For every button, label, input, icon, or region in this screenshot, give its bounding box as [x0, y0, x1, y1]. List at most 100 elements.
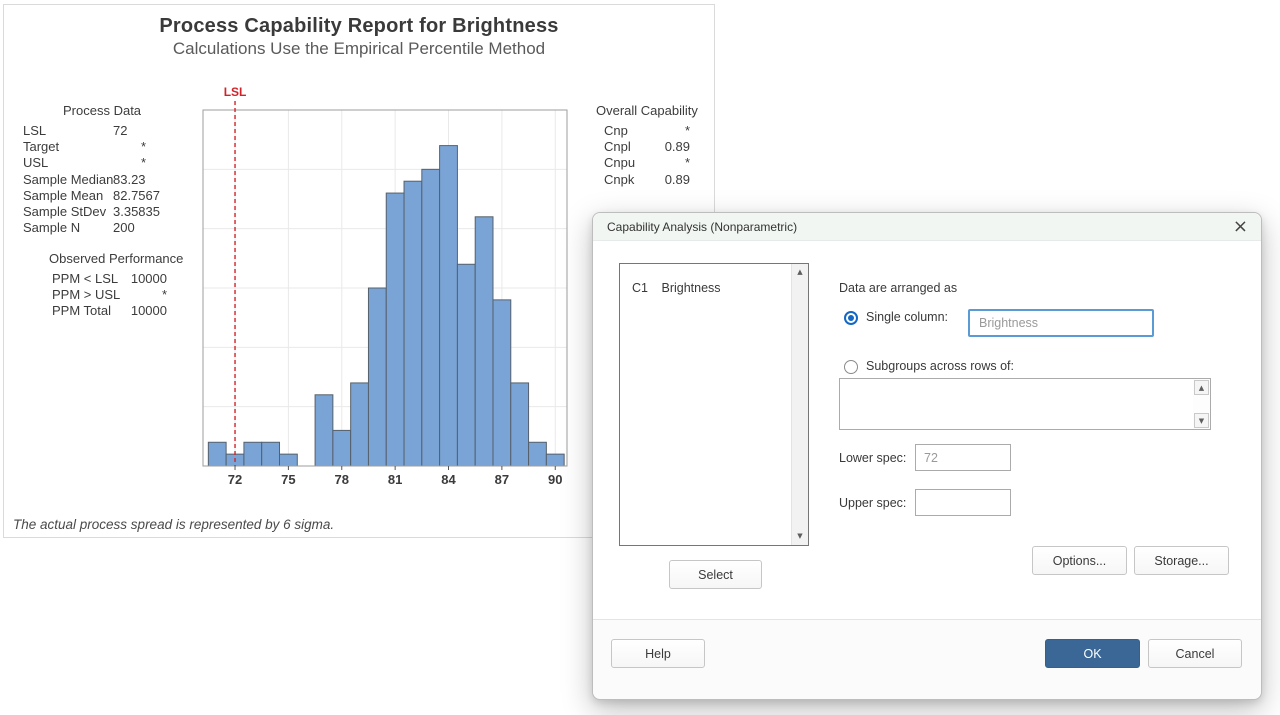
stat-row: Sample Median83.23: [23, 172, 203, 188]
stat-row: Target*: [23, 139, 203, 155]
listbox-scrollbar[interactable]: ▲ ▼: [791, 264, 808, 545]
report-subtitle: Calculations Use the Empirical Percentil…: [4, 39, 714, 59]
help-button[interactable]: Help: [611, 639, 705, 668]
stat-label: Sample Median: [23, 172, 113, 188]
stat-value: 200: [113, 220, 135, 236]
stat-label: Sample N: [23, 220, 113, 236]
histogram-bar: [262, 442, 280, 466]
histogram-bar: [315, 395, 333, 466]
histogram-bar: [244, 442, 262, 466]
options-button[interactable]: Options...: [1032, 546, 1127, 575]
single-column-radio[interactable]: [844, 311, 858, 325]
stat-label: Target: [23, 139, 113, 155]
chart-footnote: The actual process spread is represented…: [13, 517, 334, 532]
observed-performance-rows: PPM < LSL10000PPM > USL*PPM Total10000: [23, 271, 213, 320]
column-name: Brightness: [661, 281, 720, 295]
subgroups-scrollbar[interactable]: ▲ ▼: [1193, 379, 1210, 429]
stat-label: PPM < LSL: [52, 271, 128, 287]
stat-value: *: [685, 155, 690, 171]
stat-value: 82.7567: [113, 188, 160, 204]
upper-spec-input[interactable]: [915, 489, 1011, 516]
stat-label: Cnpk: [604, 172, 665, 188]
stat-row: PPM < LSL10000: [23, 271, 213, 287]
stat-label: LSL: [23, 123, 113, 139]
stat-label: Sample Mean: [23, 188, 113, 204]
histogram-bar: [529, 442, 547, 466]
process-data-rows: LSL72Target*USL*Sample Median83.23Sample…: [23, 123, 203, 236]
histogram-bar: [457, 264, 475, 466]
dialog-footer: Help OK Cancel: [593, 619, 1261, 699]
scroll-down-icon[interactable]: ▼: [1194, 413, 1209, 428]
stat-label: Cnpl: [604, 139, 665, 155]
process-data-heading: Process Data: [23, 103, 203, 119]
process-data-panel: Process Data LSL72Target*USL*Sample Medi…: [23, 103, 203, 236]
lower-spec-label: Lower spec:: [839, 451, 906, 465]
list-item-c1-brightness[interactable]: C1 Brightness: [632, 280, 721, 296]
stat-row: PPM Total10000: [23, 303, 213, 319]
histogram-bar: [546, 454, 564, 466]
subgroups-textarea[interactable]: ▲ ▼: [839, 378, 1211, 430]
histogram-bar: [493, 300, 511, 466]
x-tick-label: 90: [548, 472, 562, 487]
single-column-input[interactable]: [968, 309, 1154, 337]
stat-row: Cnpu*: [590, 155, 698, 171]
histogram-bar: [386, 193, 404, 466]
stat-value: 0.89: [665, 139, 690, 155]
histogram-bar: [475, 217, 493, 466]
data-arranged-label: Data are arranged as: [839, 281, 957, 295]
histogram-bar: [208, 442, 226, 466]
stat-label: USL: [23, 155, 113, 171]
close-icon[interactable]: ×: [1233, 216, 1248, 238]
storage-button[interactable]: Storage...: [1134, 546, 1229, 575]
scroll-up-icon[interactable]: ▲: [1194, 380, 1209, 395]
upper-spec-label: Upper spec:: [839, 496, 906, 510]
stat-value: *: [113, 155, 146, 171]
overall-capability-heading: Overall Capability: [590, 103, 698, 119]
stat-row: Cnpl0.89: [590, 139, 698, 155]
stat-value: *: [128, 287, 167, 303]
subgroups-radio[interactable]: [844, 360, 858, 374]
stat-row: Sample StDev3.35835: [23, 204, 203, 220]
report-title: Process Capability Report for Brightness: [4, 15, 714, 38]
overall-capability-rows: Cnp*Cnpl0.89Cnpu*Cnpk0.89: [590, 123, 698, 188]
stat-row: Sample N200: [23, 220, 203, 236]
stat-value: 83.23: [113, 172, 146, 188]
stat-row: LSL72: [23, 123, 203, 139]
x-tick-label: 75: [281, 472, 295, 487]
dialog-titlebar: Capability Analysis (Nonparametric) ×: [593, 213, 1261, 241]
observed-performance-heading: Observed Performance: [23, 251, 213, 267]
capability-analysis-dialog: Capability Analysis (Nonparametric) × C1…: [592, 212, 1262, 700]
single-column-label: Single column:: [866, 310, 948, 324]
histogram-bar: [280, 454, 298, 466]
stat-value: *: [685, 123, 690, 139]
scroll-down-icon[interactable]: ▼: [792, 528, 808, 545]
stat-value: 0.89: [665, 172, 690, 188]
x-tick-label: 84: [441, 472, 456, 487]
column-id: C1: [632, 280, 658, 296]
x-tick-label: 72: [228, 472, 242, 487]
observed-performance-panel: Observed Performance PPM < LSL10000PPM >…: [23, 251, 213, 320]
stat-row: Cnpk0.89: [590, 172, 698, 188]
stat-label: PPM > USL: [52, 287, 128, 303]
column-listbox[interactable]: C1 Brightness ▲ ▼: [619, 263, 809, 546]
stat-value: 3.35835: [113, 204, 160, 220]
histogram-bar: [404, 181, 422, 466]
histogram-bar: [511, 383, 529, 466]
histogram-bar: [351, 383, 369, 466]
stat-label: PPM Total: [52, 303, 128, 319]
histogram-bar: [422, 169, 440, 466]
dialog-title: Capability Analysis (Nonparametric): [607, 220, 797, 234]
stat-row: Cnp*: [590, 123, 698, 139]
stat-value: *: [113, 139, 146, 155]
stat-label: Sample StDev: [23, 204, 113, 220]
ok-button[interactable]: OK: [1045, 639, 1140, 668]
stat-value: 10000: [128, 303, 167, 319]
select-button[interactable]: Select: [669, 560, 762, 589]
lsl-label: LSL: [224, 85, 247, 99]
x-tick-label: 87: [495, 472, 509, 487]
stat-value: 10000: [128, 271, 167, 287]
lower-spec-input[interactable]: [915, 444, 1011, 471]
cancel-button[interactable]: Cancel: [1148, 639, 1242, 668]
x-tick-label: 78: [335, 472, 349, 487]
scroll-up-icon[interactable]: ▲: [792, 264, 808, 281]
